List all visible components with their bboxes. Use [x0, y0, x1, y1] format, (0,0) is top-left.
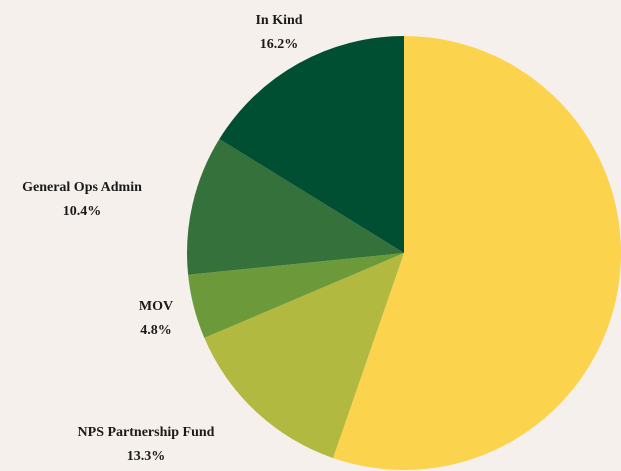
pie-slices: [187, 36, 621, 470]
pie-slice-general-ops-admin: [187, 139, 404, 275]
value-mov: 4.8%: [140, 323, 172, 338]
pie-labels: In Kind 16.2% General Ops Admin 10.4% MO…: [22, 13, 303, 464]
label-nps-partnership-fund: NPS Partnership Fund: [78, 425, 215, 440]
value-general-ops-admin: 10.4%: [63, 204, 102, 219]
pie-slice-unlabeled: [333, 36, 621, 470]
value-nps-partnership-fund: 13.3%: [127, 449, 166, 464]
pie-slice-mov: [188, 253, 404, 338]
pie-slice-nps-partnership-fund: [204, 253, 404, 459]
label-general-ops-admin: General Ops Admin: [22, 180, 142, 195]
label-mov: MOV: [139, 299, 173, 314]
value-in-kind: 16.2%: [260, 37, 299, 52]
label-in-kind: In Kind: [255, 13, 302, 28]
pie-slice-in-kind: [219, 36, 404, 253]
